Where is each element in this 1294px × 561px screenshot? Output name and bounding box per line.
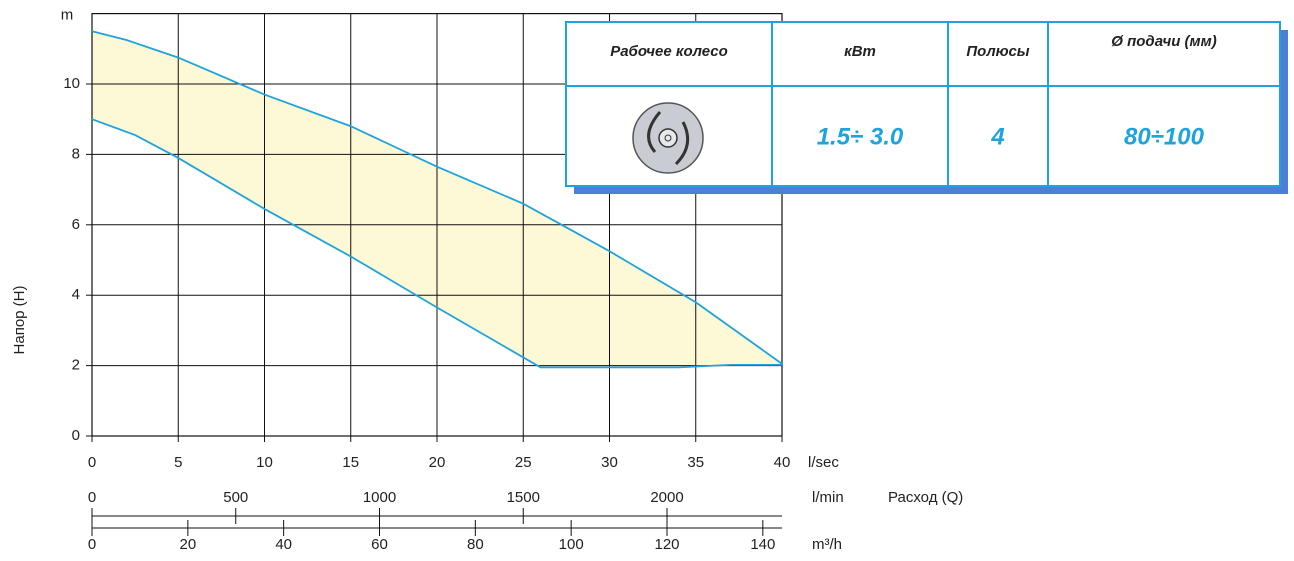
x-tick-label: 0	[88, 489, 96, 506]
x-tick-label: 140	[750, 536, 775, 553]
table-header: Рабочее колесо	[610, 43, 728, 60]
table-header: Полюсы	[966, 43, 1029, 60]
table-cell: 4	[990, 123, 1004, 150]
x-tick-label: 20	[179, 536, 196, 553]
y-tick-label: 4	[72, 286, 80, 303]
x-axis-label: Расход (Q)	[888, 489, 963, 506]
x-tick-label: 1500	[507, 489, 540, 506]
x-tick-label: 80	[467, 536, 484, 553]
x-tick-label: 0	[88, 536, 96, 553]
x-tick-label: 30	[601, 454, 618, 471]
x-unit: l/min	[812, 489, 844, 506]
x-tick-label: 40	[275, 536, 292, 553]
table-header: кВт	[844, 43, 876, 60]
x-tick-label: 35	[687, 454, 704, 471]
y-unit: m	[61, 7, 74, 24]
x-tick-label: 120	[654, 536, 679, 553]
y-axis-label: Напор (H)	[11, 286, 28, 355]
x-tick-label: 40	[774, 454, 791, 471]
impeller-icon	[632, 102, 704, 174]
table: Рабочее колесо кВт Полюсы Ø подачи (мм) …	[565, 21, 1288, 194]
x-tick-label: 15	[342, 454, 359, 471]
x-tick-label: 100	[559, 536, 584, 553]
table-header: Ø подачи (мм)	[1111, 33, 1216, 50]
x-tick-label: 1000	[363, 489, 396, 506]
x-tick-label: 10	[256, 454, 273, 471]
x-tick-label: 500	[223, 489, 248, 506]
x-tick-label: 5	[174, 454, 182, 471]
plot: 0 2 4 6 8 10 m Напор (H) 0 5 10 15 20 25 30 35 40 l/sec Ра…	[11, 7, 963, 553]
y-tick-label: 6	[72, 216, 80, 233]
y-tick-label: 8	[72, 145, 80, 162]
y-tick-label: 0	[72, 427, 80, 444]
x-tick-label: 2000	[650, 489, 683, 506]
x-tick-label: 20	[429, 454, 446, 471]
y-tick-label: 2	[72, 357, 80, 374]
table-cell: 80÷100	[1124, 123, 1205, 150]
table-cell: 1.5÷ 3.0	[817, 123, 904, 150]
x-tick-label: 25	[515, 454, 532, 471]
x-unit: l/sec	[808, 454, 839, 471]
x-tick-label: 0	[88, 454, 96, 471]
curve	[91, 118, 782, 369]
curve	[91, 30, 783, 365]
x-tick-label: 60	[371, 536, 388, 553]
y-tick-label: 10	[63, 75, 80, 92]
x-unit: m³/h	[812, 536, 842, 553]
